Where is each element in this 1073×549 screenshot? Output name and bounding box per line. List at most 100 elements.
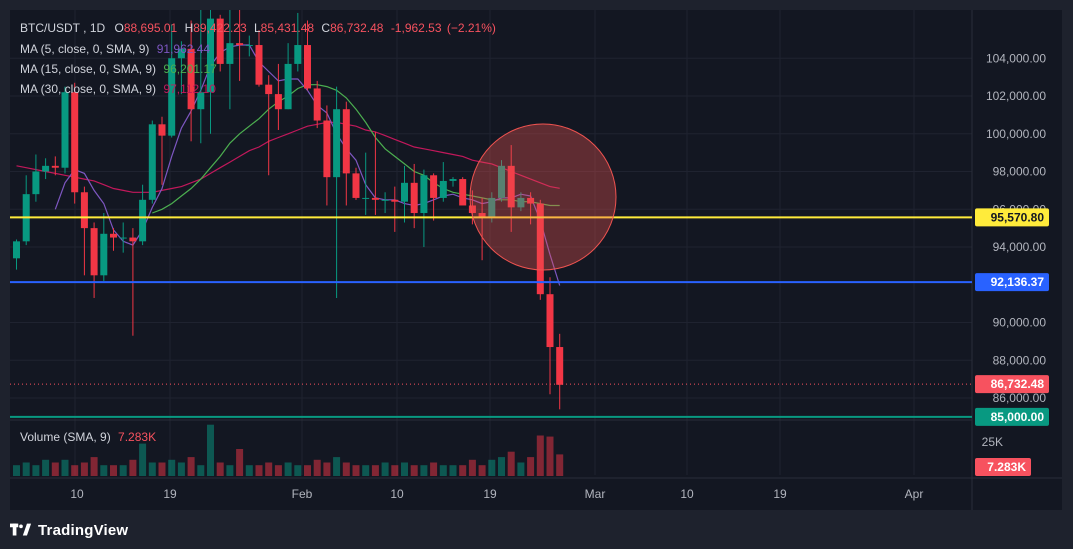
volume-bar: [177, 462, 185, 476]
candle-body: [410, 182, 418, 214]
volume-bar: [449, 465, 457, 476]
candle-body: [177, 48, 185, 59]
close-value: 86,732.48: [330, 21, 384, 35]
open-value: 88,695.01: [123, 21, 178, 35]
ma5-legend[interactable]: MA (5, close, 0, SMA, 9) 91,962.44: [20, 42, 210, 56]
candle-body: [371, 197, 379, 200]
candle-body: [546, 294, 554, 348]
volume-bar: [216, 462, 224, 476]
level-price-badge-bg: [975, 407, 1049, 426]
candle-body: [430, 175, 438, 198]
time-tick-label: 10: [70, 487, 84, 501]
volume-bar: [61, 459, 69, 476]
time-tick-label: 10: [680, 487, 694, 501]
volume-bar: [468, 459, 476, 476]
ma30-legend[interactable]: MA (30, close, 0, SMA, 9) 97,112.10: [20, 82, 216, 96]
volume-bar: [245, 465, 253, 476]
candle-body: [342, 109, 350, 174]
close-label: C: [321, 21, 331, 35]
level-price-badge-bg: [975, 208, 1049, 227]
volume-bar: [139, 443, 147, 476]
ma5-value: 91,962.44: [156, 42, 211, 56]
candle-body: [71, 92, 79, 193]
axis-badges: 95,570.80 92,136.37 85,000.00 86,732.48 7.28…: [975, 208, 1049, 476]
volume-bar: [371, 465, 379, 476]
price-chart[interactable]: 104,000.00 102,000.00 100,000.00 98,000.00 9…: [10, 10, 1062, 510]
volume-bar: [556, 454, 564, 476]
ma15-legend[interactable]: MA (15, close, 0, SMA, 9) 96,201.17: [20, 62, 217, 76]
price-tick-label: 98,000.00: [993, 165, 1047, 179]
change-value: -1,962.53: [390, 21, 442, 35]
volume-bar: [294, 465, 302, 476]
tradingview-logo-icon: [10, 523, 32, 536]
volume-bar: [187, 457, 195, 476]
candle-body: [449, 179, 457, 181]
time-tick-label: 19: [483, 487, 497, 501]
volume-bar: [236, 449, 244, 476]
ma5-label: MA (5, close, 0, SMA, 9): [20, 42, 150, 56]
candle-body: [420, 175, 428, 214]
volume-bar: [265, 462, 273, 476]
volume-bar: [391, 465, 399, 476]
ma30-label: MA (30, close, 0, SMA, 9): [20, 82, 157, 96]
time-axis: 10 19 Feb 10 19 Mar 10 19 Apr: [70, 487, 923, 501]
chart-panel[interactable]: 104,000.00 102,000.00 100,000.00 98,000.00 9…: [10, 10, 1062, 510]
volume-bar: [51, 462, 59, 476]
candle-body: [13, 241, 20, 259]
candle-body: [527, 197, 535, 204]
level-price-badge: 95,570.80: [991, 210, 1045, 224]
volume-bar: [274, 465, 282, 476]
volume-bar: [129, 459, 137, 476]
volume-bar: [255, 465, 263, 476]
volume-bar: [80, 462, 88, 476]
candle-body: [129, 237, 137, 242]
candle-body: [391, 199, 399, 202]
volume-bar: [488, 459, 496, 476]
volume-bar: [507, 451, 515, 476]
time-tick-label: 19: [773, 487, 787, 501]
candle-body: [536, 203, 544, 295]
volume-bar: [42, 459, 50, 476]
highlight-circle: [469, 123, 617, 271]
candle-body: [119, 237, 127, 239]
candle-body: [236, 43, 244, 46]
candle-body: [478, 213, 486, 217]
ma30-line: [16, 121, 560, 193]
volume-bar: [498, 457, 505, 476]
volume-bar: [207, 424, 214, 476]
high-value: 89,422.23: [193, 21, 247, 35]
candle-body: [32, 171, 40, 195]
volume-bar: [381, 462, 389, 476]
current-price-badge: 86,732.48: [991, 377, 1045, 391]
volume-bar: [527, 457, 535, 476]
volume-legend[interactable]: Volume (SMA, 9) 7.283K: [20, 430, 156, 444]
ma15-value: 96,201.17: [163, 62, 217, 76]
current-price-badge-bg: [975, 375, 1049, 394]
candle-body: [168, 58, 176, 136]
candle-body: [333, 109, 341, 178]
candle-body: [216, 18, 224, 64]
volume-bars: [13, 424, 564, 476]
price-tick-label: 102,000.00: [986, 89, 1046, 103]
low-label: L: [253, 21, 261, 35]
candle-body: [245, 45, 253, 47]
candle-body: [401, 182, 408, 202]
candle-body: [468, 205, 476, 214]
candle-body: [352, 173, 360, 198]
volume-bar: [119, 465, 127, 476]
candle-body: [507, 165, 515, 208]
price-tick-label: 104,000.00: [986, 51, 1046, 65]
low-value: 85,431.48: [260, 21, 315, 35]
candle-body: [439, 180, 447, 198]
volume-bar: [71, 465, 79, 476]
volume-bar: [459, 465, 467, 476]
volume-tick-label: 25K: [982, 435, 1003, 449]
candle-body: [139, 199, 147, 242]
volume-bar: [168, 459, 176, 476]
ma30-value: 97,112.10: [163, 82, 216, 96]
volume-bar: [148, 462, 156, 476]
price-tick-label: 90,000.00: [993, 316, 1047, 330]
ma15-label: MA (15, close, 0, SMA, 9): [20, 62, 157, 76]
time-tick-label: 10: [390, 487, 404, 501]
